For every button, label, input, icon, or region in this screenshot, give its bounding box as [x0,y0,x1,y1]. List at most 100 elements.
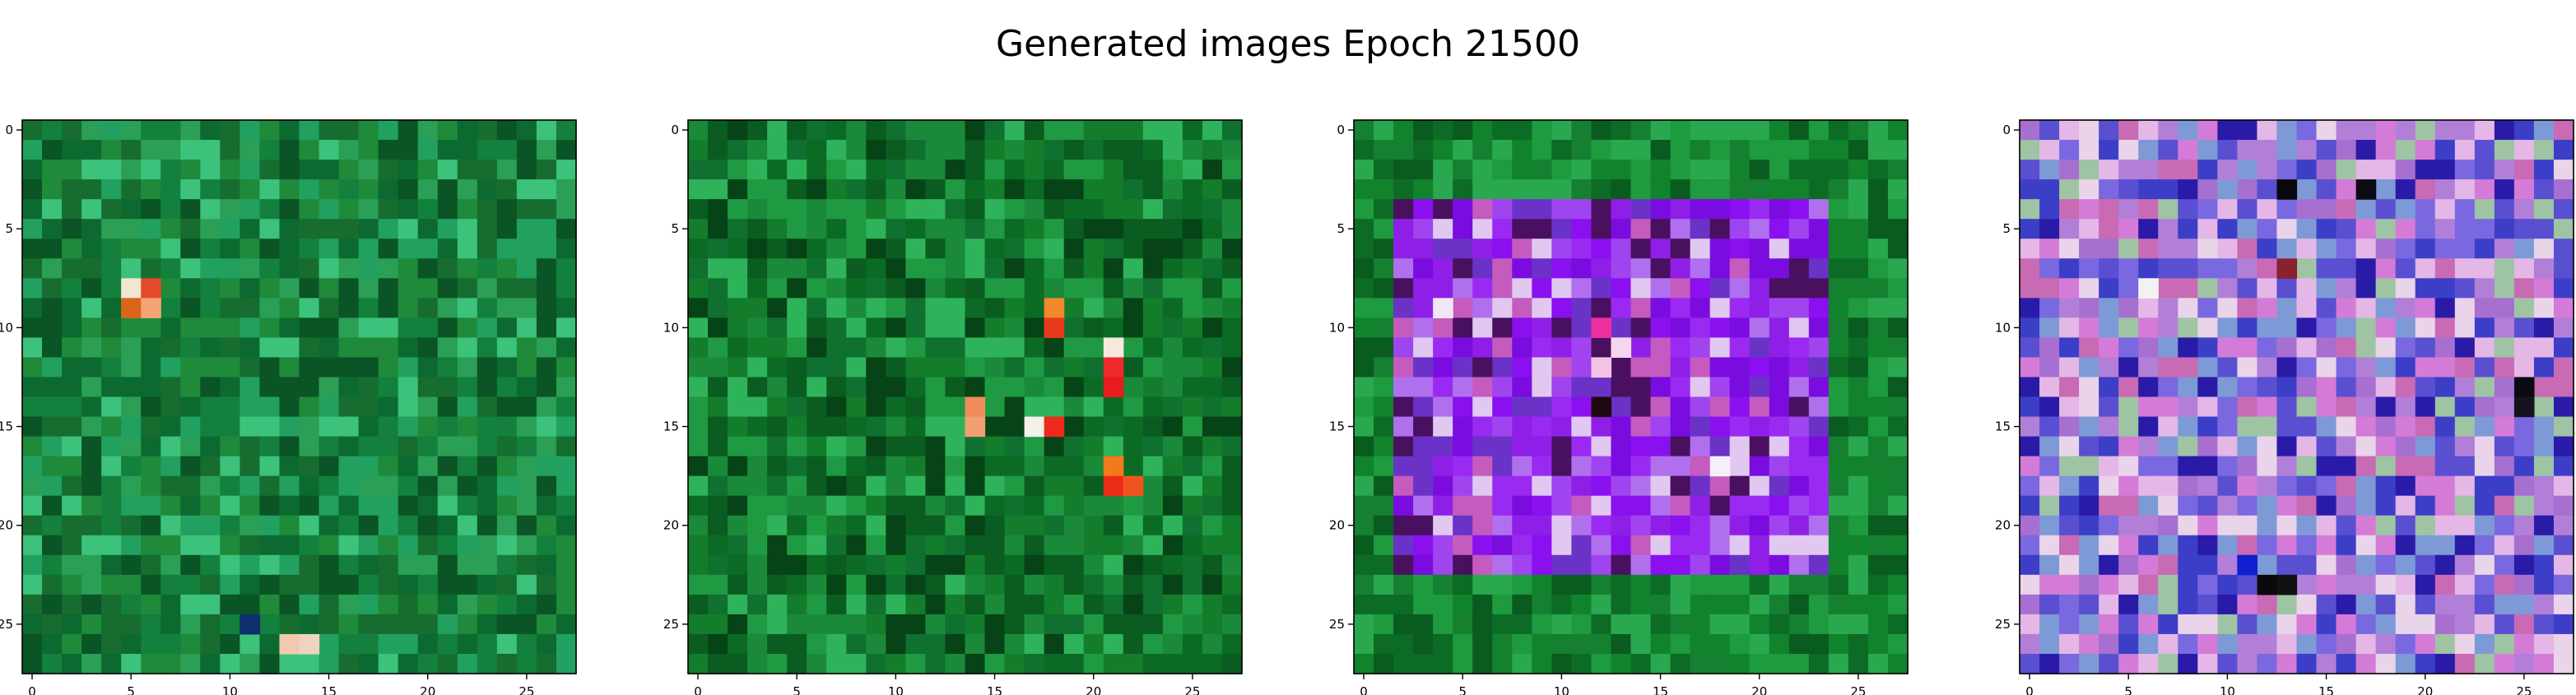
image-pixel [1063,317,1085,338]
image-pixel [2257,396,2278,418]
image-pixel [1709,258,1731,279]
image-pixel [398,515,419,536]
image-pixel [1354,574,1374,595]
image-pixel [1769,574,1790,595]
image-pixel [319,515,340,536]
image-pixel [1492,357,1513,378]
image-pixel [826,653,847,674]
image-pixel [2079,179,2099,200]
image-pixel [2020,337,2040,359]
image-pixel [398,298,419,318]
image-pixel [1670,515,1691,536]
image-pixel [141,219,161,239]
image-pixel [1690,239,1711,259]
image-pixel [688,633,709,655]
image-pixel [2316,219,2337,239]
image-pixel [477,160,498,180]
image-pixel [2178,614,2198,635]
image-pixel [239,416,261,438]
image-pixel [200,535,221,556]
image-pixel [141,633,161,655]
image-pixel [1433,317,1453,338]
image-pixel [2059,337,2080,359]
image-pixel [1848,614,1869,635]
image-pixel [1690,554,1711,576]
image-pixel [2513,278,2535,299]
image-pixel [1433,160,1453,180]
image-pixel [1630,239,1652,259]
image-pixel [1650,456,1672,477]
image-pixel [1571,219,1593,239]
image-pixel [1492,179,1513,200]
image-pixel [358,219,379,239]
image-pixel [1413,614,1434,635]
image-pixel [1103,574,1124,595]
image-pixel [2316,633,2337,655]
image-pixel [2355,515,2377,536]
image-pixel [378,495,399,517]
image-pixel [846,219,867,239]
image-pixel [358,140,379,160]
image-pixel [2158,574,2178,595]
image-pixel [2494,120,2515,141]
image-pixel [2158,436,2178,457]
image-pixel [2217,160,2238,180]
image-pixel [2138,653,2159,674]
image-pixel [1354,179,1374,200]
image-pixel [1354,278,1374,299]
image-pixel [1393,653,1414,674]
image-pixel [1512,436,1532,457]
image-pixel [826,475,847,497]
image-pixel [338,160,360,180]
image-pixel [22,258,43,279]
image-pixel [866,258,886,279]
image-pixel [477,495,498,517]
image-pixel [496,377,518,398]
image-pixel [1004,258,1025,279]
image-pixel [866,377,886,398]
image-pixel [536,574,557,595]
image-pixel [688,594,709,615]
image-pixel [338,317,360,338]
image-pixel [101,258,122,279]
image-pixel [2237,179,2258,200]
image-pixel [1887,337,1909,359]
image-pixel [1729,258,1751,279]
image-pixel [1453,594,1473,615]
image-pixel [2276,298,2298,318]
image-pixel [1374,456,1394,477]
image-pixel [2355,475,2377,497]
image-pixel [2217,396,2238,418]
image-pixel [516,278,537,299]
image-pixel [1670,140,1691,160]
image-pixel [984,298,1006,318]
image-pixel [239,357,261,378]
image-pixel [2079,614,2099,635]
image-pixel [2217,614,2238,635]
image-pixel [2099,337,2119,359]
image-pixel [536,515,557,536]
image-pixel [2020,140,2040,160]
image-pixel [1393,179,1414,200]
image-pixel [1142,120,1164,141]
image-pixel [2158,594,2178,615]
image-pixel [2138,219,2159,239]
image-pixel [2454,515,2476,536]
image-pixel [826,219,847,239]
image-pixel [2513,219,2535,239]
image-pixel [807,179,827,200]
image-pixel [22,239,43,259]
image-pixel [2434,179,2456,200]
image-pixel [516,574,537,595]
image-pixel [398,219,419,239]
image-pixel [945,416,966,438]
image-pixel [2415,317,2436,338]
image-pixel [1867,594,1889,615]
image-pixel [1729,160,1751,180]
image-pixel [688,574,709,595]
image-pixel [2099,416,2119,438]
image-pixel [1769,140,1790,160]
image-pixel [239,535,261,556]
image-pixel [2099,574,2119,595]
image-pixel [1374,495,1394,517]
